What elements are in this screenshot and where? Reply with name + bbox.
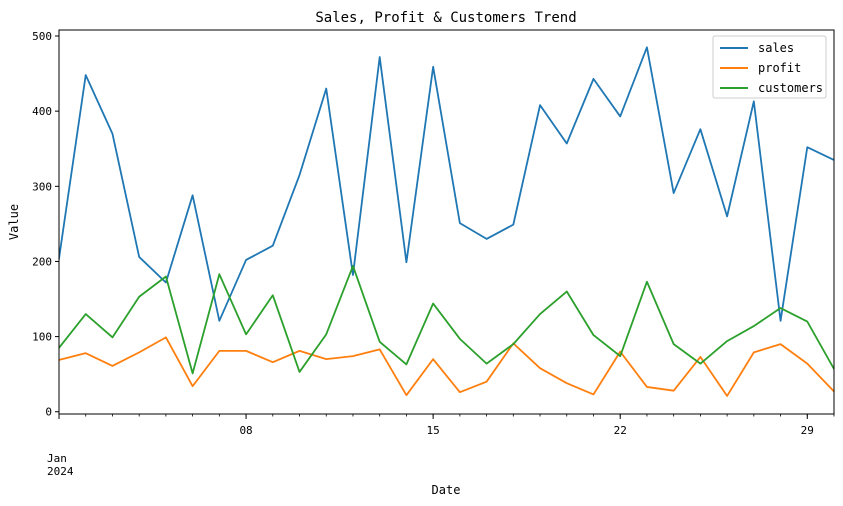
series-line-customers — [59, 265, 834, 375]
x-tick-label: 2024 — [47, 465, 74, 478]
legend-label-customers: customers — [758, 81, 823, 95]
series-layer — [59, 46, 834, 397]
plot-frame — [58, 29, 835, 415]
x-tick-label: Jan — [47, 452, 67, 465]
y-tick-label: 500 — [32, 30, 52, 43]
y-tick-label: 100 — [32, 331, 52, 344]
y-tick-label: 300 — [32, 180, 52, 193]
y-axis-label: Value — [7, 204, 21, 240]
y-tick-label: 200 — [32, 255, 52, 268]
legend-label-profit: profit — [758, 61, 801, 75]
series-line-sales — [59, 46, 834, 322]
x-tick-label: 15 — [427, 424, 440, 437]
legend-label-sales: sales — [758, 41, 794, 55]
y-tick-label: 400 — [32, 105, 52, 118]
x-tick-label: 08 — [239, 424, 252, 437]
legend-box — [712, 35, 827, 99]
series-line-profit — [59, 336, 834, 397]
y-axis: 0 100 200 300 400 500 — [32, 30, 59, 419]
chart-title: Sales, Profit & Customers Trend — [315, 10, 576, 26]
x-tick-label: 29 — [801, 424, 814, 437]
legend: sales profit customers — [712, 35, 827, 99]
y-tick-label: 0 — [45, 406, 52, 419]
x-axis-label: Date — [432, 483, 461, 497]
x-tick-label: 22 — [614, 424, 627, 437]
